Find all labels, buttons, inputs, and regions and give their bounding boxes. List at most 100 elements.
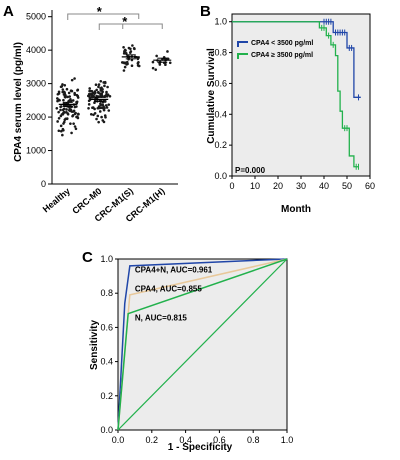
panel-a-point — [100, 115, 103, 119]
panel-c-series — [117, 258, 288, 431]
panel-c-curve-label: CPA4+N, AUC=0.961 — [135, 266, 213, 275]
panel-a-point — [106, 85, 109, 89]
panel-letter-a: A — [3, 3, 14, 20]
panel-a-point — [95, 88, 98, 92]
panel-a-point — [87, 103, 91, 106]
panel-a-point — [89, 112, 93, 116]
panel-a-point — [63, 83, 67, 87]
panel-a-point — [57, 116, 61, 120]
panel-a-point — [61, 133, 64, 137]
panel-c-xlabel: 1 - Specificity — [168, 442, 233, 453]
panel-a-point — [98, 110, 102, 113]
panel-c-curve-labels: CPA4+N, AUC=0.961 CPA4, AUC=0.855 N, AUC=0… — [135, 266, 213, 323]
panel-a-point — [86, 94, 90, 98]
panel-a-point — [68, 106, 71, 109]
panel-c: C Sensitivity 1 - Specificity 0.0 0.2 0.4 0… — [82, 249, 293, 453]
panel-b-ytick-label: 0.0 — [214, 171, 227, 181]
panel-a-point — [75, 105, 78, 108]
panel-a-bracket — [98, 23, 163, 30]
panel-c-ytick-label: 0.0 — [100, 425, 113, 435]
panel-a-point — [87, 107, 90, 110]
panel-a-point — [158, 63, 162, 66]
panel-a-point — [95, 94, 98, 98]
panel-a-point — [64, 117, 67, 121]
panel-a-point — [91, 106, 94, 109]
panel-b-xtick-label: 30 — [296, 181, 306, 191]
panel-a-point — [129, 51, 132, 54]
panel-c-ylabel: Sensitivity — [89, 320, 100, 370]
panel-a-point — [57, 129, 61, 133]
panel-c-xtick-label: 0.0 — [112, 435, 125, 445]
panel-a-point — [76, 112, 80, 116]
panel-c-xtick-label: 1.0 — [281, 435, 294, 445]
panel-a-point — [97, 120, 100, 124]
panel-b-xtick-label: 0 — [229, 181, 234, 191]
panel-a-point — [61, 90, 64, 94]
panel-a-point — [59, 85, 63, 89]
panel-a-point — [57, 98, 61, 102]
panel-a-point — [69, 97, 72, 101]
panel-c-curve-label: CPA4, AUC=0.855 — [135, 284, 202, 293]
panel-a-ytick-label: 4000 — [26, 45, 46, 55]
panel-a-point — [74, 127, 78, 131]
panel-a-point — [123, 65, 127, 69]
panel-a-point — [66, 113, 70, 116]
panel-b-xtick-label: 20 — [273, 181, 283, 191]
panel-a-point — [101, 103, 105, 107]
panel-a-point — [133, 47, 136, 51]
panel-a-bracket — [67, 13, 140, 20]
panel-a-point — [151, 60, 155, 64]
panel-a-point — [107, 103, 111, 106]
panel-a-point — [103, 81, 107, 85]
panel-a-point — [61, 83, 64, 86]
panel-b-series-line — [232, 21, 359, 168]
panel-b-legend-label: CPA4 < 3500 pg/ml — [251, 40, 313, 47]
panel-a-point — [168, 61, 172, 65]
panel-b-xtick-label: 60 — [365, 181, 375, 191]
panel-c-ytick-label: 0.4 — [100, 357, 113, 367]
panel-b-xtick-label: 50 — [342, 181, 352, 191]
panel-c-ytick-label: 0.8 — [100, 288, 113, 298]
panel-a-point — [164, 63, 167, 67]
panel-a-point — [93, 107, 96, 111]
panel-b-legend-swatch — [237, 53, 248, 59]
panel-a-point — [104, 104, 108, 107]
panel-a-point — [99, 87, 102, 90]
panel-a-point — [154, 68, 158, 71]
panel-a-point — [74, 111, 77, 115]
panel-a-point — [125, 60, 129, 64]
panel-a-point — [151, 66, 155, 70]
panel-a-point — [59, 129, 63, 133]
panel-a-point — [76, 116, 80, 120]
panel-c-xtick-label: 0.6 — [213, 435, 226, 445]
panel-a-point — [63, 91, 67, 95]
panel-a-point — [99, 79, 103, 83]
panel-b-xtick-label: 10 — [250, 181, 260, 191]
panel-a-point — [93, 101, 96, 105]
panel-a-point — [73, 77, 76, 80]
panel-b-pvalue: P=0.000 — [235, 166, 266, 175]
panel-b-ytick-label: 0.2 — [214, 140, 227, 150]
panel-a-point — [59, 105, 63, 108]
panel-b-series-line — [232, 21, 361, 98]
panel-a-point — [62, 111, 66, 114]
panel-a-point — [61, 88, 65, 91]
panel-letter-b: B — [200, 3, 211, 20]
panel-a-point — [94, 83, 98, 87]
panel-a-significance: ** — [67, 4, 163, 30]
panel-a-point — [102, 120, 106, 124]
panel-a-point — [75, 100, 79, 104]
panel-a-point — [108, 94, 112, 98]
panel-a-point — [122, 69, 126, 72]
panel-a-point — [166, 50, 169, 53]
panel-a-point — [105, 90, 108, 94]
panel-a-point — [71, 114, 75, 117]
panel-a-point — [61, 127, 65, 131]
panel-a-point — [95, 117, 98, 121]
panel-a-point — [69, 122, 72, 125]
panel-a-point — [106, 93, 110, 97]
panel-a-point — [97, 85, 100, 89]
panel-a-point — [93, 112, 97, 115]
panel-a-point — [123, 49, 126, 53]
